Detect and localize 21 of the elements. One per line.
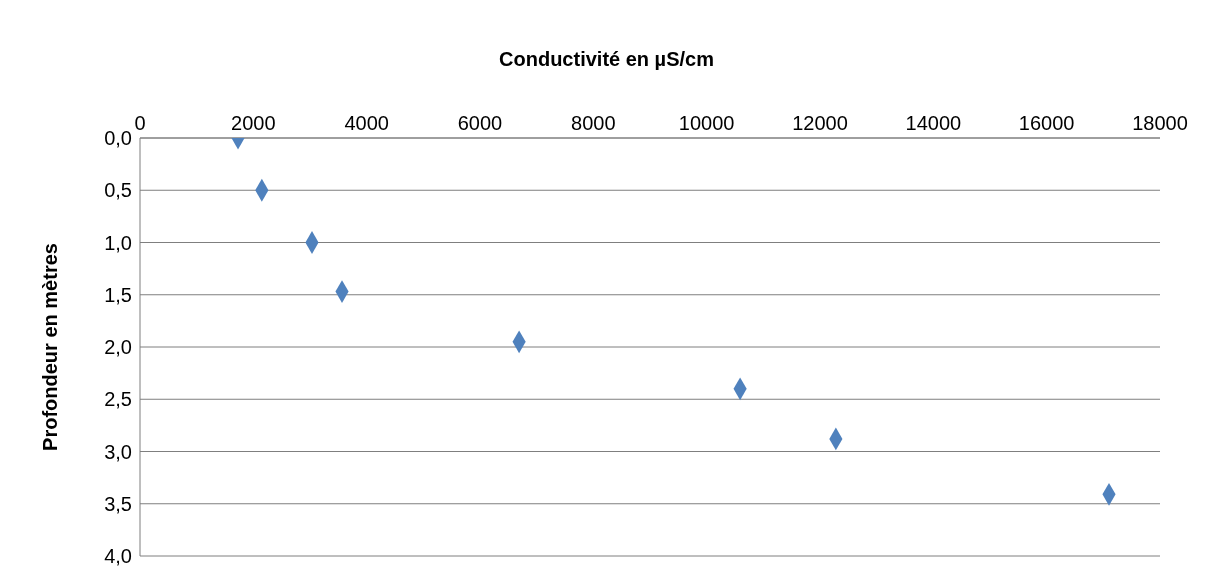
y-tick-label: 1,0: [104, 231, 132, 254]
x-tick-label: 6000: [457, 112, 503, 134]
x-tick-label: 16000: [1018, 112, 1075, 134]
x-tick-label: 10000: [678, 112, 735, 134]
y-tick-label: 0,5: [104, 179, 132, 202]
x-tick-label: 2000: [231, 112, 276, 134]
y-axis-title: Profondeur en mètres: [39, 243, 62, 451]
y-tick-label: 3,5: [104, 492, 132, 515]
y-tick-label: 4,0: [104, 545, 132, 568]
x-tick-label: 4000: [344, 112, 389, 134]
x-tick-label: 0: [134, 112, 146, 134]
x-tick-label: 14000: [905, 112, 962, 134]
x-tick-label: 8000: [571, 112, 616, 134]
y-tick-label: 1,5: [104, 283, 132, 306]
y-tick-label: 2,0: [104, 336, 132, 359]
y-tick-label: 3,0: [104, 440, 132, 463]
x-axis-title: Conductivité en µS/cm: [498, 47, 715, 72]
y-tick-label: 2,5: [104, 388, 132, 411]
x-tick-label: 12000: [792, 112, 848, 134]
x-tick-label: 18000: [1132, 112, 1188, 134]
y-tick-label: 0,0: [104, 127, 132, 150]
